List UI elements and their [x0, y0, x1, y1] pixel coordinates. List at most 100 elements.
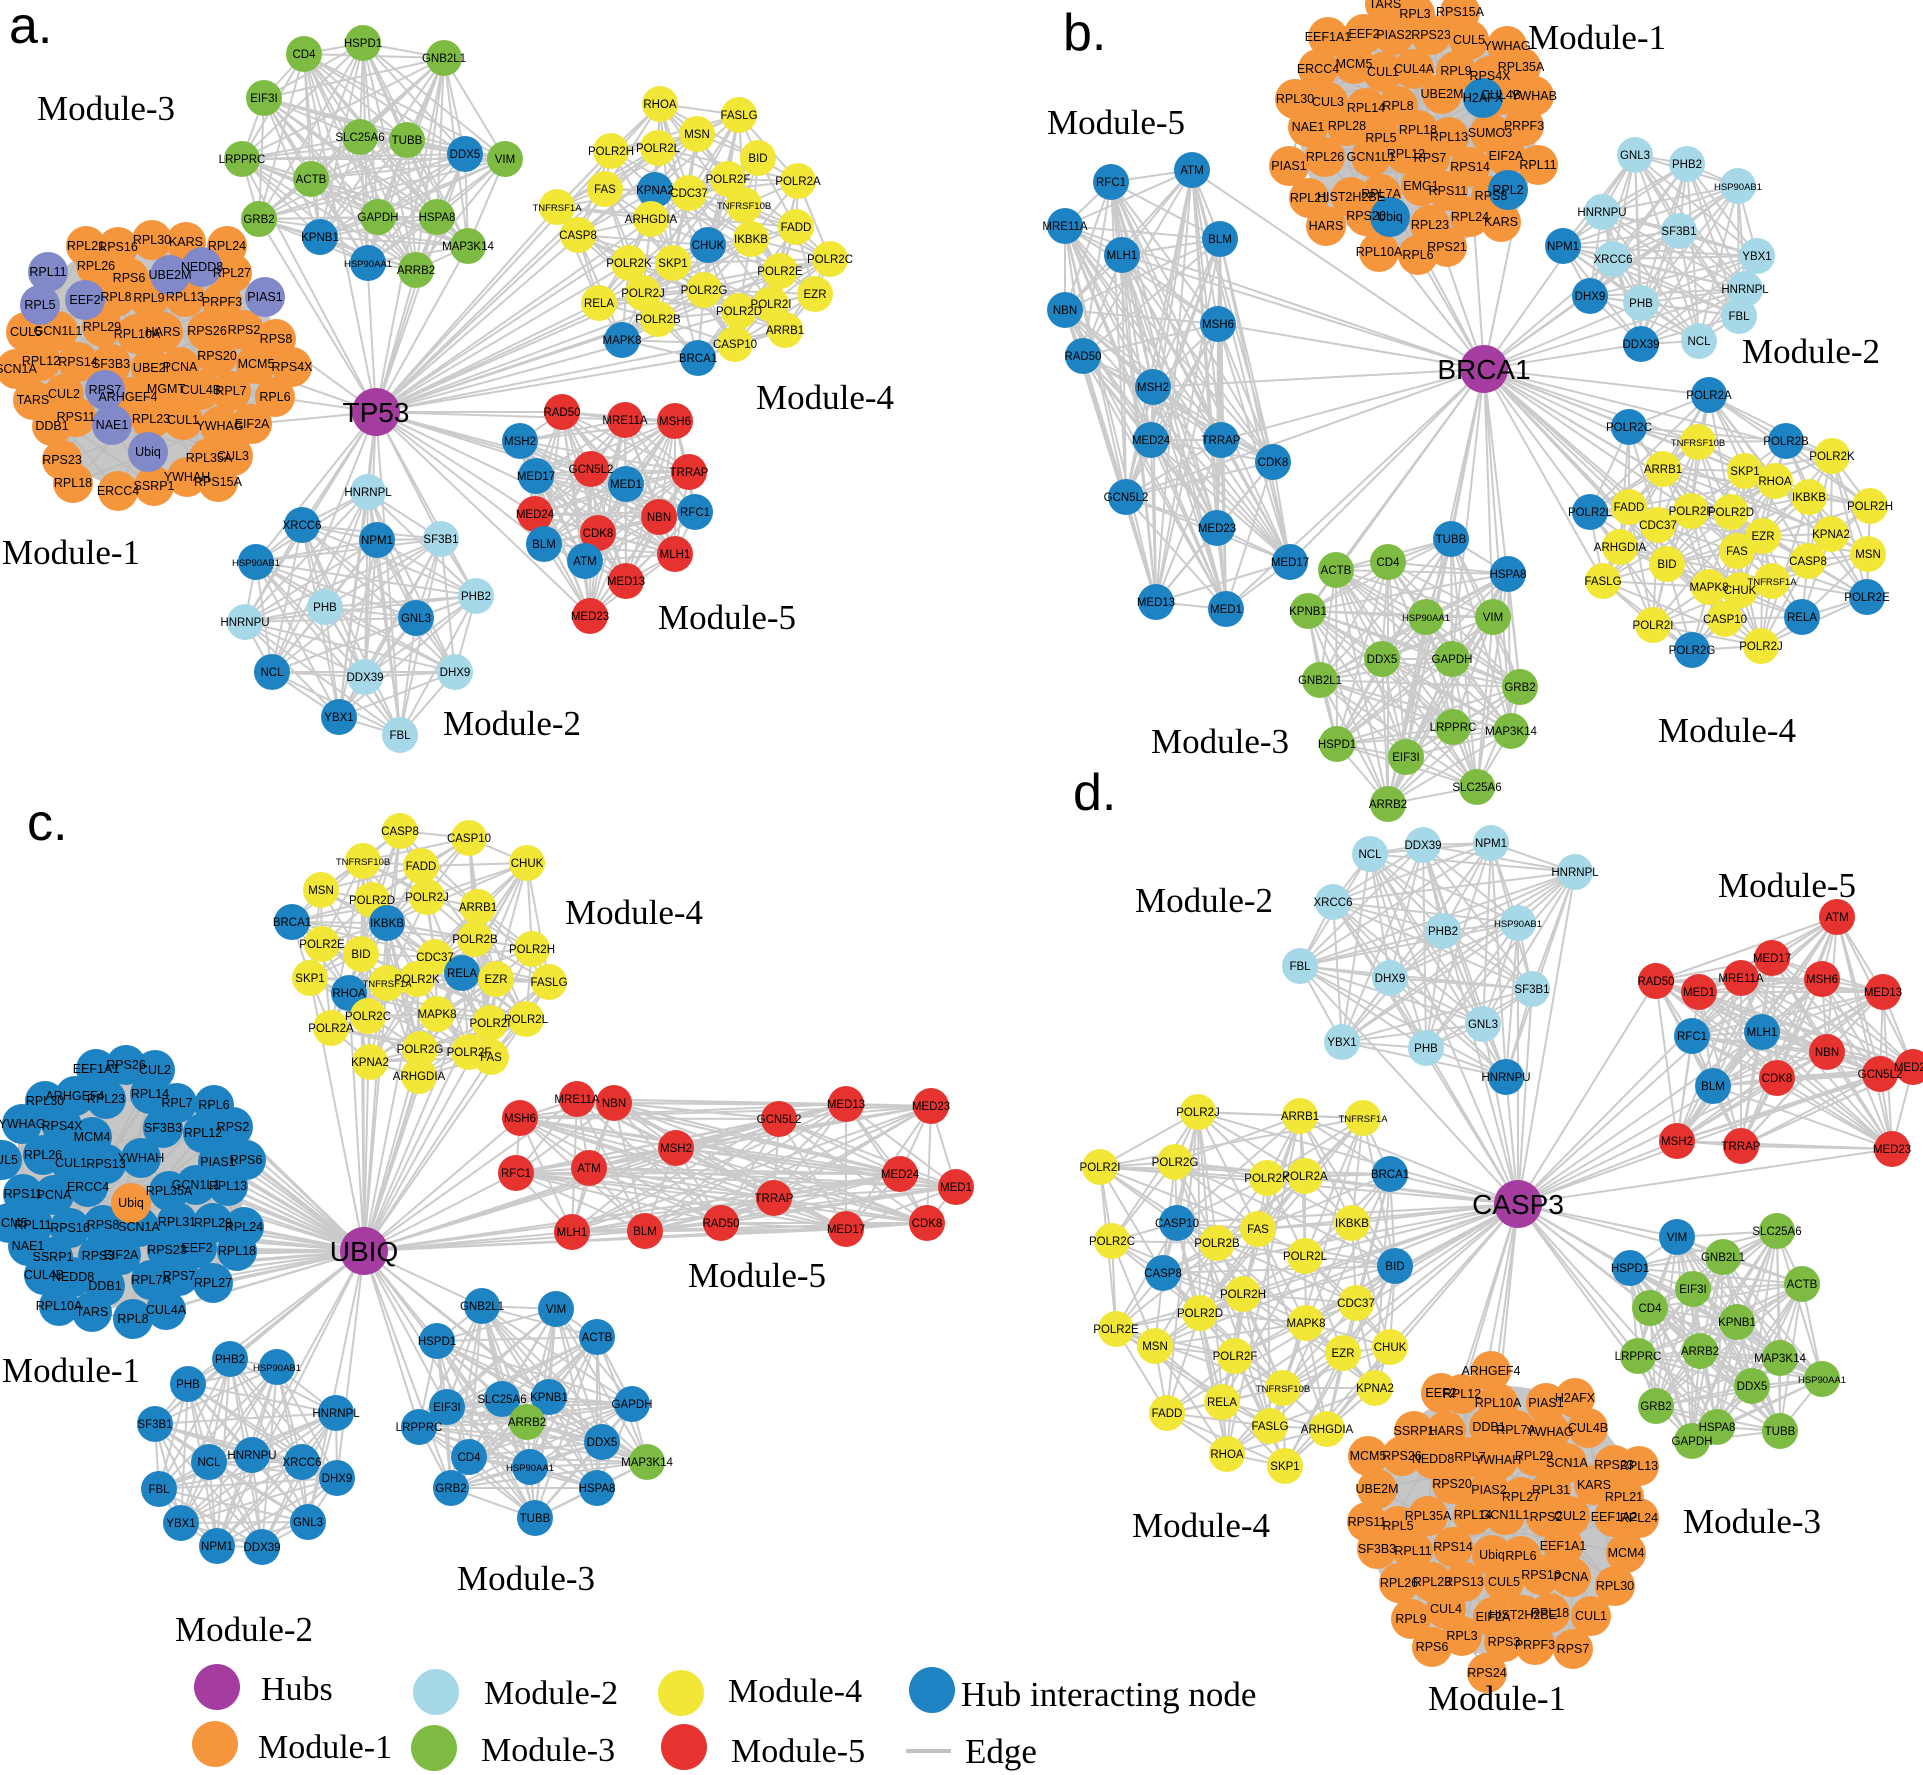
svg-text:ATM: ATM	[1825, 912, 1848, 924]
svg-text:RPL21: RPL21	[1605, 1490, 1643, 1504]
svg-text:MED13: MED13	[827, 1099, 865, 1111]
svg-text:POLR2A: POLR2A	[1282, 1171, 1328, 1183]
svg-text:EIF3I: EIF3I	[250, 93, 277, 105]
svg-text:HSP90AB1: HSP90AB1	[232, 558, 280, 569]
svg-text:RPL24: RPL24	[225, 1220, 263, 1234]
svg-text:Module-1: Module-1	[2, 533, 140, 572]
svg-text:EZR: EZR	[804, 289, 827, 301]
svg-text:CHUK: CHUK	[1374, 1342, 1407, 1354]
svg-text:PHB2: PHB2	[1428, 926, 1458, 938]
svg-text:Module-1: Module-1	[2, 1351, 140, 1390]
svg-text:CUL4B: CUL4B	[1568, 1421, 1608, 1435]
svg-text:HSPD1: HSPD1	[1318, 739, 1356, 751]
svg-text:GCN1L1: GCN1L1	[34, 324, 83, 338]
svg-text:YBX1: YBX1	[1742, 251, 1771, 263]
svg-text:MRE11A: MRE11A	[1718, 973, 1763, 985]
svg-text:RPL23: RPL23	[1413, 1575, 1451, 1589]
svg-text:RPL35A: RPL35A	[146, 1184, 193, 1198]
svg-text:BLM: BLM	[633, 1226, 657, 1238]
svg-text:ARRB1: ARRB1	[459, 902, 497, 914]
svg-text:MED1: MED1	[940, 1182, 972, 1194]
svg-text:CDC37: CDC37	[1337, 1298, 1375, 1310]
svg-text:RPL7A: RPL7A	[131, 1273, 171, 1287]
svg-text:MAP3K14: MAP3K14	[621, 1457, 673, 1469]
svg-text:MAPK8: MAPK8	[1690, 582, 1729, 594]
svg-text:YWHAH: YWHAH	[1475, 1453, 1522, 1467]
svg-text:Module-4: Module-4	[565, 893, 703, 932]
svg-text:BID: BID	[748, 153, 767, 165]
svg-text:LRPPRC: LRPPRC	[396, 1422, 443, 1434]
svg-text:LRPPRC: LRPPRC	[219, 154, 266, 166]
svg-text:GCN5L2: GCN5L2	[569, 464, 614, 476]
svg-text:Module-2: Module-2	[1135, 881, 1273, 920]
svg-text:GAPDH: GAPDH	[612, 1399, 653, 1411]
svg-text:RPL30: RPL30	[1596, 1579, 1634, 1593]
svg-text:RPL6: RPL6	[198, 1098, 229, 1112]
svg-text:ATM: ATM	[577, 1163, 600, 1175]
svg-text:DHX9: DHX9	[322, 1473, 353, 1485]
svg-text:POLR2F: POLR2F	[706, 174, 751, 186]
svg-text:KARS: KARS	[169, 235, 203, 249]
svg-text:MRE11A: MRE11A	[554, 1094, 599, 1106]
svg-text:EEF1A2: EEF1A2	[1591, 1510, 1638, 1524]
svg-text:CUL4: CUL4	[1430, 1602, 1462, 1616]
svg-text:POLR2C: POLR2C	[1606, 422, 1652, 434]
svg-text:EEF2: EEF2	[181, 1241, 212, 1255]
svg-text:MED24: MED24	[1894, 1062, 1923, 1074]
svg-text:RPL10A: RPL10A	[1356, 245, 1403, 259]
svg-text:BID: BID	[351, 949, 370, 961]
svg-text:HNRNPL: HNRNPL	[344, 487, 392, 499]
svg-text:POLR2G: POLR2G	[681, 285, 728, 297]
svg-text:Module-3: Module-3	[481, 1732, 615, 1769]
svg-text:KPNA2: KPNA2	[636, 185, 674, 197]
svg-text:CASP8: CASP8	[1144, 1268, 1182, 1280]
svg-text:NAE1: NAE1	[12, 1239, 45, 1253]
svg-text:Module-1: Module-1	[1528, 18, 1666, 57]
svg-text:RPS11: RPS11	[1429, 184, 1468, 198]
svg-text:PIAS1: PIAS1	[1528, 1396, 1563, 1410]
svg-text:POLR2K: POLR2K	[606, 258, 652, 270]
svg-text:RPL10A: RPL10A	[114, 327, 161, 341]
svg-text:MAP3K14: MAP3K14	[1754, 1353, 1806, 1365]
svg-text:ARHGDIA: ARHGDIA	[1301, 1424, 1354, 1436]
svg-text:RPL8: RPL8	[117, 1312, 148, 1326]
svg-text:RPL35A: RPL35A	[1498, 60, 1545, 74]
svg-text:RELA: RELA	[1787, 612, 1817, 624]
svg-text:FASLG: FASLG	[1584, 576, 1621, 588]
svg-text:SUMO3: SUMO3	[1468, 126, 1513, 140]
svg-text:KPNB1: KPNB1	[1289, 606, 1327, 618]
svg-text:RFC1: RFC1	[1096, 177, 1126, 189]
svg-text:MSN: MSN	[684, 129, 710, 141]
svg-text:MED17: MED17	[1271, 557, 1309, 569]
svg-text:EIF2A: EIF2A	[104, 1248, 139, 1262]
svg-text:ACTB: ACTB	[296, 174, 327, 186]
svg-text:NCL: NCL	[1687, 336, 1711, 348]
svg-text:ARHGDIA: ARHGDIA	[393, 1071, 446, 1083]
svg-text:BLM: BLM	[532, 539, 556, 551]
svg-text:CD4: CD4	[457, 1452, 481, 1464]
svg-text:NPM1: NPM1	[1475, 838, 1507, 850]
svg-text:RPL14: RPL14	[1454, 1508, 1492, 1522]
svg-text:RPL23: RPL23	[132, 412, 170, 426]
svg-text:SF3B1: SF3B1	[1661, 226, 1696, 238]
svg-text:KARS: KARS	[1484, 215, 1518, 229]
svg-text:POLR2E: POLR2E	[299, 939, 345, 951]
svg-text:GCN1L1: GCN1L1	[1347, 150, 1396, 164]
svg-text:MED17: MED17	[1753, 953, 1791, 965]
svg-text:PHB2: PHB2	[1672, 159, 1702, 171]
svg-text:NEDD8: NEDD8	[52, 1270, 94, 1284]
svg-text:RPS26: RPS26	[1346, 209, 1386, 223]
svg-text:RPL27: RPL27	[213, 266, 251, 280]
svg-text:RPS15A: RPS15A	[1436, 5, 1485, 19]
svg-text:RPL6: RPL6	[259, 390, 290, 404]
svg-text:RPS2: RPS2	[228, 323, 261, 337]
svg-text:b.: b.	[1063, 4, 1106, 62]
svg-text:RPL29: RPL29	[1515, 1449, 1553, 1463]
svg-text:POLR2L: POLR2L	[1283, 1251, 1328, 1263]
svg-text:TARS: TARS	[17, 393, 49, 407]
svg-text:YBX1: YBX1	[166, 1518, 195, 1530]
svg-text:RPL3: RPL3	[1446, 1629, 1477, 1643]
svg-text:TRRAP: TRRAP	[1722, 1141, 1761, 1153]
svg-text:RPL27: RPL27	[194, 1276, 232, 1290]
svg-text:GNB2L1: GNB2L1	[1298, 675, 1342, 687]
